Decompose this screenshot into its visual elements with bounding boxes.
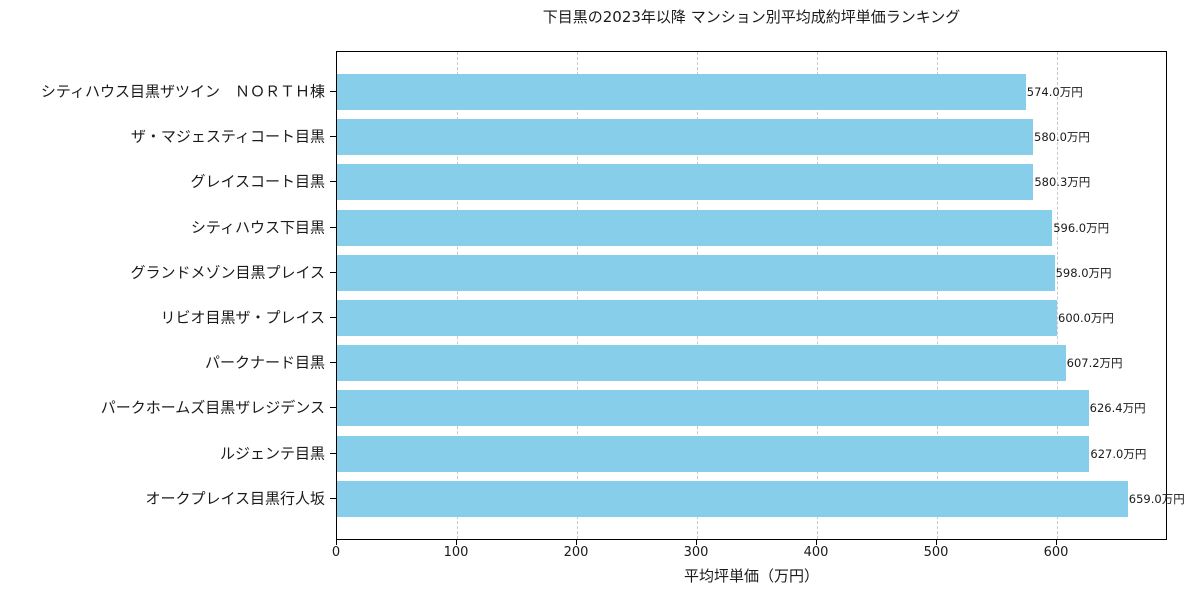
x-tick bbox=[336, 540, 337, 545]
x-axis-label: 平均坪単価（万円） bbox=[683, 567, 819, 585]
gridline bbox=[1057, 52, 1058, 539]
x-tick-label: 300 bbox=[683, 545, 709, 560]
x-tick bbox=[1056, 540, 1057, 545]
y-tick bbox=[330, 317, 336, 318]
x-tick-label: 500 bbox=[923, 545, 949, 560]
y-tick bbox=[330, 91, 336, 92]
y-tick-label: ルジェンテ目黒 bbox=[219, 444, 325, 463]
y-tick bbox=[330, 452, 336, 454]
y-tick-label: グレイスコート目黒 bbox=[190, 172, 325, 191]
y-tick-label: ザ・マジェスティコート目黒 bbox=[130, 127, 325, 146]
bar bbox=[337, 300, 1057, 336]
bar-value-label: 607.2万円 bbox=[1066, 356, 1123, 371]
y-tick bbox=[330, 497, 336, 499]
y-tick-label: シティハウス下目黒 bbox=[190, 218, 325, 237]
y-tick bbox=[330, 181, 336, 183]
bar-value-label: 627.0万円 bbox=[1090, 446, 1147, 461]
y-tick-label: パークナード目黒 bbox=[204, 353, 325, 372]
y-tick-label: リビオ目黒ザ・プレイス bbox=[160, 308, 325, 327]
bar-value-label: 580.0万円 bbox=[1034, 130, 1090, 145]
gridline bbox=[577, 52, 578, 539]
bar bbox=[337, 390, 1089, 427]
x-tick bbox=[576, 540, 577, 545]
x-tick bbox=[456, 540, 457, 545]
y-tick-label: パークホームズ目黒ザレジデンス bbox=[100, 398, 325, 417]
bar-value-label: 580.3万円 bbox=[1034, 175, 1091, 190]
gridline bbox=[937, 52, 938, 539]
bar-value-label: 626.4万円 bbox=[1089, 401, 1146, 416]
y-tick bbox=[330, 407, 336, 409]
y-tick bbox=[330, 226, 336, 228]
bar-value-label: 600.0万円 bbox=[1058, 311, 1114, 325]
chart-title: 下目黒の2023年以降 マンション別平均成約坪単価ランキング bbox=[542, 8, 961, 26]
gridline bbox=[817, 52, 818, 539]
x-tick bbox=[696, 540, 697, 545]
bar bbox=[337, 345, 1066, 382]
bar bbox=[337, 74, 1026, 110]
bar-value-label: 596.0万円 bbox=[1053, 220, 1110, 235]
bar bbox=[337, 480, 1128, 517]
bar bbox=[337, 435, 1090, 472]
bar bbox=[337, 119, 1033, 156]
y-tick-label: オークプレイス目黒行人坂 bbox=[145, 489, 325, 508]
gridline bbox=[457, 52, 458, 539]
y-tick bbox=[330, 362, 336, 364]
x-tick bbox=[936, 540, 937, 545]
bar-value-label: 574.0万円 bbox=[1026, 85, 1083, 99]
y-tick bbox=[330, 136, 336, 138]
x-tick-label: 200 bbox=[563, 545, 589, 560]
plot-area: 574.0万円 580.0万円 580.3万円 596.0万円 598.0万円 600.0… bbox=[336, 51, 1185, 540]
bar bbox=[337, 164, 1034, 201]
bar bbox=[337, 209, 1053, 246]
y-axis-labels: シティハウス目黒ザツイン ＮＯＲＴＨ棟ザ・マジェスティコート目黒グレイスコート目… bbox=[0, 51, 325, 540]
y-tick bbox=[330, 271, 336, 273]
x-tick-label: 600 bbox=[1043, 545, 1069, 560]
x-tick-label: 400 bbox=[803, 545, 829, 560]
gridline bbox=[697, 52, 698, 539]
x-tick-label: 0 bbox=[331, 545, 341, 560]
bar-value-label: 659.0万円 bbox=[1128, 491, 1185, 506]
y-tick-label: グランドメゾン目黒プレイス bbox=[130, 263, 325, 282]
x-tick bbox=[816, 540, 817, 545]
y-tick-label: シティハウス目黒ザツイン ＮＯＲＴＨ棟 bbox=[40, 82, 325, 101]
bar bbox=[337, 254, 1055, 291]
x-tick-label: 100 bbox=[443, 545, 469, 560]
bar-value-label: 598.0万円 bbox=[1055, 265, 1112, 280]
